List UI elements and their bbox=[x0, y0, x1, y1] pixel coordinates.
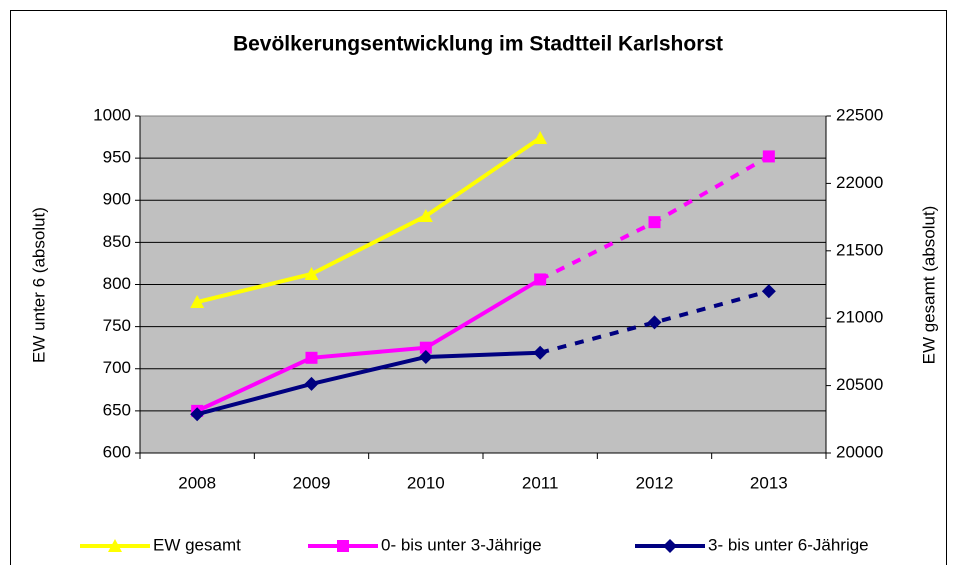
y2-tick-label: 21000 bbox=[836, 308, 883, 327]
x-tick-label: 2010 bbox=[407, 473, 445, 492]
series-line bbox=[196, 277, 542, 413]
y-tick-label: 850 bbox=[103, 232, 131, 251]
marker bbox=[534, 273, 547, 286]
marker bbox=[419, 341, 432, 354]
series bbox=[190, 130, 776, 422]
marker bbox=[304, 376, 319, 391]
marker bbox=[304, 266, 319, 280]
marker bbox=[418, 349, 433, 364]
marker bbox=[533, 345, 548, 360]
y-tick-label: 900 bbox=[103, 190, 131, 209]
marker bbox=[418, 209, 433, 223]
marker bbox=[190, 407, 205, 422]
legend-label: EW gesamt bbox=[153, 535, 241, 554]
marker bbox=[647, 315, 662, 330]
y2-tick-label: 22000 bbox=[836, 173, 883, 192]
y-tick-label: 750 bbox=[103, 316, 131, 335]
y-tick-label: 600 bbox=[103, 442, 131, 461]
x-tick-label: 2009 bbox=[293, 473, 331, 492]
marker bbox=[533, 130, 548, 144]
marker bbox=[305, 351, 318, 364]
y2-tick-label: 22500 bbox=[836, 105, 883, 124]
y2-tick-label: 21500 bbox=[836, 240, 883, 259]
series-line bbox=[539, 289, 770, 355]
x-tick-label: 2011 bbox=[522, 473, 559, 492]
chart-title: Bevölkerungsentwicklung im Stadtteil Kar… bbox=[233, 33, 723, 56]
y2-tick-label: 20500 bbox=[836, 375, 883, 394]
legend: EW gesamt 0- bis unter 3-Jährige 3- bis un… bbox=[80, 535, 869, 554]
y-tick-label: 650 bbox=[103, 400, 131, 419]
marker bbox=[663, 539, 677, 553]
marker bbox=[761, 284, 776, 299]
marker bbox=[648, 216, 661, 229]
y-tick-label: 800 bbox=[103, 274, 131, 293]
marker bbox=[337, 540, 349, 552]
y-tick-label: 1000 bbox=[93, 105, 131, 124]
x-tick-label: 2008 bbox=[178, 473, 216, 492]
x-tick-label: 2012 bbox=[636, 473, 674, 492]
y-tick-label: 700 bbox=[103, 358, 131, 377]
y-axis-label: EW unter 6 (absolut) bbox=[29, 207, 48, 363]
marker bbox=[762, 150, 775, 163]
y2-tick-label: 20000 bbox=[836, 442, 883, 461]
marker bbox=[190, 295, 205, 309]
legend-label: 0- bis unter 3-Jährige bbox=[381, 535, 542, 554]
y-tick-label: 950 bbox=[103, 148, 131, 167]
x-tick-label: 2013 bbox=[750, 473, 788, 492]
legend-label: 3- bis unter 6-Jährige bbox=[708, 535, 869, 554]
marker bbox=[108, 539, 122, 552]
grid: 600 650 700 750 800 850 900 950 1000 20000 20500 21… bbox=[93, 105, 883, 492]
y2-axis-label: EW gesamt (absolut) bbox=[919, 206, 938, 365]
chart-border bbox=[10, 10, 947, 565]
series-line bbox=[196, 350, 541, 417]
series-line bbox=[196, 136, 542, 304]
